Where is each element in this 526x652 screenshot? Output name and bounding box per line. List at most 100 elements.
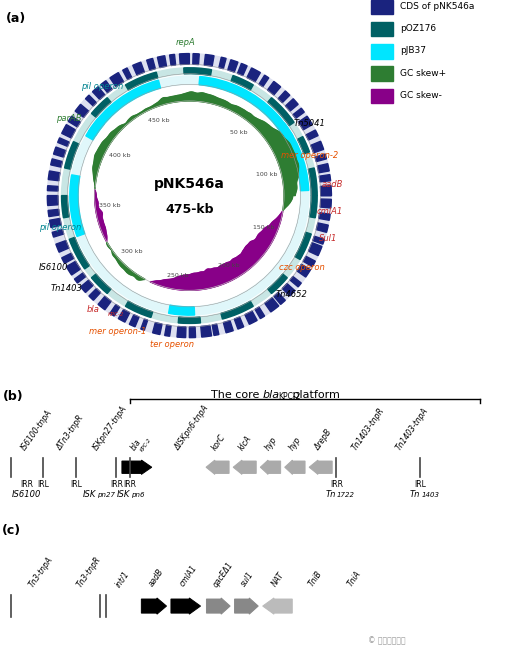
Wedge shape [104,140,110,145]
Wedge shape [146,108,148,111]
Text: platform: platform [289,391,340,400]
Wedge shape [280,162,298,169]
Wedge shape [237,257,248,271]
Wedge shape [317,164,329,173]
Wedge shape [179,95,181,101]
Wedge shape [219,266,227,283]
Wedge shape [264,229,276,235]
Wedge shape [117,258,119,261]
Wedge shape [209,95,211,103]
Wedge shape [96,211,101,212]
Wedge shape [93,166,99,168]
Wedge shape [95,194,96,195]
Wedge shape [238,108,242,115]
Wedge shape [284,196,292,198]
Wedge shape [114,130,118,134]
Text: parAB: parAB [56,114,82,123]
Wedge shape [94,179,96,180]
Wedge shape [246,246,260,259]
Wedge shape [246,246,260,259]
Wedge shape [191,274,193,290]
Wedge shape [151,106,153,108]
Wedge shape [126,72,158,90]
Wedge shape [99,224,104,227]
Wedge shape [248,115,253,121]
Wedge shape [218,267,226,284]
Wedge shape [50,159,63,167]
Wedge shape [229,261,239,276]
Wedge shape [98,221,103,224]
Wedge shape [249,117,254,123]
Wedge shape [166,280,168,288]
Wedge shape [86,95,96,106]
Wedge shape [155,281,157,284]
Wedge shape [117,127,122,130]
Wedge shape [220,100,223,106]
Wedge shape [262,231,275,238]
Wedge shape [97,150,105,155]
Wedge shape [133,62,145,75]
Wedge shape [268,134,282,143]
Wedge shape [283,178,298,182]
Text: IRR: IRR [330,480,343,489]
Wedge shape [109,247,110,248]
Wedge shape [129,271,133,274]
Wedge shape [104,140,110,144]
Wedge shape [219,57,226,68]
Wedge shape [313,236,325,244]
Wedge shape [123,124,125,126]
Wedge shape [233,259,244,274]
Wedge shape [154,104,156,108]
Wedge shape [268,274,287,293]
Wedge shape [94,178,96,179]
Wedge shape [210,96,213,104]
Wedge shape [231,105,234,111]
Wedge shape [97,215,102,217]
Wedge shape [241,253,254,266]
Wedge shape [70,76,309,315]
Wedge shape [89,288,100,301]
Wedge shape [201,93,203,102]
Wedge shape [102,231,106,233]
Wedge shape [163,98,166,104]
Wedge shape [224,264,232,280]
Wedge shape [103,232,106,234]
Wedge shape [226,103,229,109]
Wedge shape [282,174,298,179]
Wedge shape [105,238,107,239]
FancyArrow shape [122,460,152,475]
Wedge shape [276,218,281,221]
Wedge shape [245,248,258,261]
Wedge shape [283,208,285,209]
Wedge shape [142,111,144,113]
Text: (c): (c) [2,524,22,537]
Text: pn27: pn27 [97,492,115,498]
Wedge shape [286,98,298,111]
Wedge shape [218,267,225,284]
Wedge shape [283,209,284,211]
Wedge shape [144,110,146,112]
Text: Tn3-tnpR: Tn3-tnpR [75,555,103,589]
FancyArrow shape [262,598,292,614]
Wedge shape [100,226,105,229]
Wedge shape [110,133,115,138]
Wedge shape [112,250,113,252]
Wedge shape [125,267,129,271]
Wedge shape [278,216,281,218]
Text: 250 kb: 250 kb [167,273,189,278]
Wedge shape [94,164,99,166]
Text: GC skew-: GC skew- [400,91,442,100]
Text: Tn1403-tnpR: Tn1403-tnpR [351,406,387,452]
Wedge shape [96,211,102,213]
Wedge shape [96,210,100,211]
Wedge shape [262,127,271,136]
Text: czc operon: czc operon [279,263,325,273]
Text: IRL: IRL [70,480,82,489]
Wedge shape [95,205,98,207]
FancyArrow shape [339,460,377,475]
Wedge shape [151,282,153,283]
Wedge shape [113,130,117,135]
Wedge shape [234,258,245,273]
Wedge shape [161,98,164,104]
Wedge shape [98,149,105,153]
